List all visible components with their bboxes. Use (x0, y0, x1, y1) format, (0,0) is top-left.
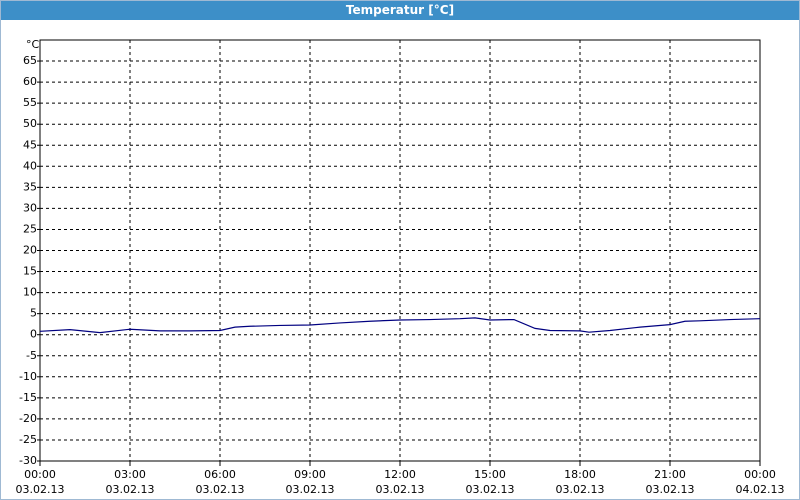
y-tick-label: -30 (19, 454, 37, 467)
x-tick-label: 21:00 (654, 468, 686, 481)
y-tick-label: 10 (23, 286, 37, 299)
y-tick-label: 60 (23, 75, 37, 88)
x-tick-date: 03.02.13 (196, 483, 245, 496)
x-tick-date: 03.02.13 (556, 483, 605, 496)
y-tick-label: -5 (26, 349, 37, 362)
y-tick-label: 45 (23, 138, 37, 151)
x-tick-label: 09:00 (294, 468, 326, 481)
y-tick-label: -20 (19, 412, 37, 425)
plot-frame (39, 39, 761, 462)
y-axis-label: °C (26, 38, 40, 51)
y-tick-label: -25 (19, 433, 37, 446)
y-tick-label: 65 (23, 54, 37, 67)
x-tick-label: 06:00 (204, 468, 236, 481)
x-tick-date: 03.02.13 (106, 483, 155, 496)
line (39, 317, 761, 334)
y-tick-label: 50 (23, 117, 37, 130)
x-tick-label: 03:00 (114, 468, 146, 481)
y-tick-label: -10 (19, 370, 37, 383)
x-tick-date: 03.02.13 (286, 483, 335, 496)
x-tick-label: 00:00 (24, 468, 56, 481)
x-tick-label: 00:00 (744, 468, 776, 481)
y-tick-label: 15 (23, 265, 37, 278)
y-tick-label: 5 (30, 307, 37, 320)
x-tick-date: 04.02.13 (736, 483, 785, 496)
y-tick-label: 55 (23, 96, 37, 109)
x-tick-label: 18:00 (564, 468, 596, 481)
y-tick-label: 0 (30, 328, 37, 341)
x-tick-date: 03.02.13 (466, 483, 515, 496)
y-tick-label: 20 (23, 244, 37, 257)
x-tick-label: 15:00 (474, 468, 506, 481)
x-tick-date: 03.02.13 (376, 483, 425, 496)
y-tick-label: 40 (23, 159, 37, 172)
y-tick-label: 35 (23, 180, 37, 193)
x-tick-date: 03.02.13 (646, 483, 695, 496)
x-tick-label: 12:00 (384, 468, 416, 481)
y-tick-label: 25 (23, 222, 37, 235)
chart-title: Temperatur [°C] (1, 1, 799, 20)
y-tick-label: 30 (23, 201, 37, 214)
x-tick-date: 03.02.13 (16, 483, 65, 496)
y-tick-label: -15 (19, 391, 37, 404)
